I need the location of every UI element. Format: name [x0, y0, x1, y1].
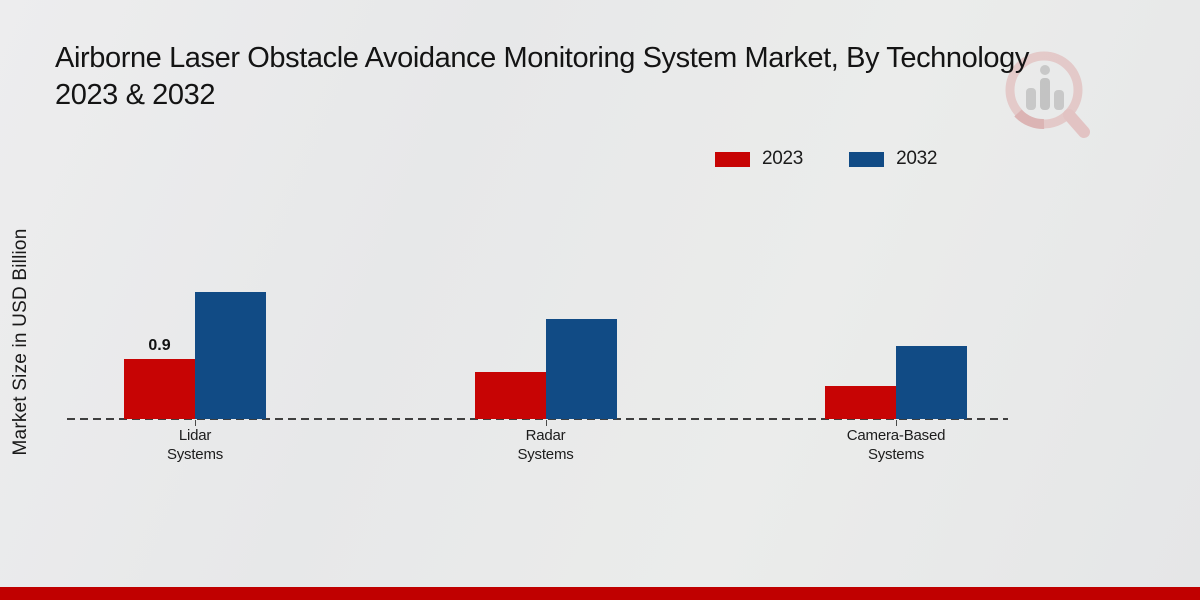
- market-research-logo-icon: [998, 48, 1098, 148]
- x-axis-tick: [545, 420, 547, 426]
- category-label-camera-based-systems: Camera-Based Systems: [846, 427, 946, 463]
- legend-item-2032: 2032: [849, 148, 937, 170]
- page-title-line1: Airborne Laser Obstacle Avoidance Monito…: [55, 42, 1029, 74]
- x-axis-tick: [195, 420, 196, 426]
- bar-2032-lidar-systems: [195, 292, 266, 419]
- page-title: Airborne Laser Obstacle Avoidance Monito…: [55, 40, 1200, 114]
- category-label-radar-systems: Radar Systems: [517, 427, 574, 463]
- bar-2032-radar-systems: [545, 319, 617, 419]
- footer-accent-band: [0, 587, 1200, 600]
- legend-label-2032: 2032: [896, 148, 938, 169]
- bar-2023-lidar-systems: [124, 359, 195, 419]
- legend: 2023 2032: [715, 148, 937, 170]
- bar-value-label: 0.9: [148, 337, 171, 354]
- legend-item-2023: 2023: [715, 148, 803, 170]
- x-axis-tick: [896, 420, 897, 426]
- page-title-line2: 2023 & 2032: [55, 79, 216, 112]
- x-axis-baseline: [67, 418, 1008, 420]
- bar-2023-camera-based-systems: [825, 386, 896, 419]
- legend-label-2023: 2023: [762, 148, 804, 169]
- legend-swatch-2032: [849, 151, 885, 167]
- bar-2023-radar-systems: [474, 372, 546, 419]
- category-label-lidar-systems: Lidar Systems: [166, 427, 224, 463]
- legend-swatch-2023: [715, 151, 750, 167]
- bar-2032-camera-based-systems: [896, 346, 967, 419]
